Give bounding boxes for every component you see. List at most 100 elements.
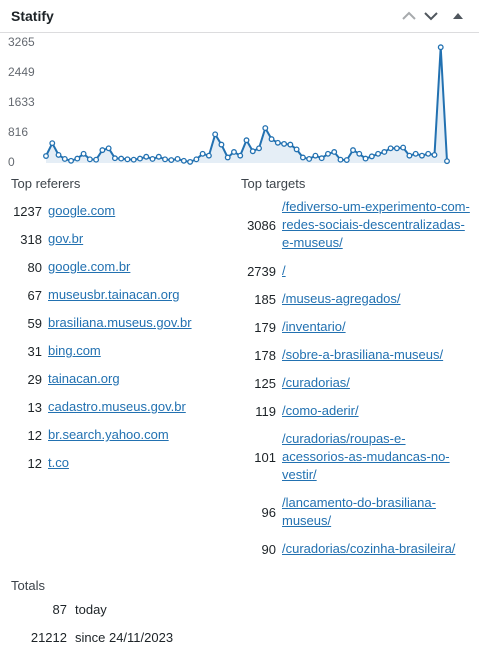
- link[interactable]: gov.br: [48, 231, 84, 246]
- link[interactable]: cadastro.museus.gov.br: [48, 399, 186, 414]
- list-row: 1237 google.com: [11, 197, 231, 225]
- point: [356, 150, 363, 157]
- link[interactable]: /sobre-a-brasiliana-museus/: [282, 347, 444, 362]
- point: [393, 145, 400, 152]
- count: 119: [255, 403, 276, 419]
- point: [306, 156, 313, 162]
- list-row: 125/curadorias/: [241, 369, 471, 397]
- point: [149, 156, 156, 162]
- point: [105, 145, 112, 152]
- list-row: 101/curadorias/roupas-e-acessorios-as-mu…: [241, 425, 471, 489]
- link[interactable]: bing.com: [48, 343, 101, 358]
- link[interactable]: br.search.yahoo.com: [48, 427, 169, 442]
- link[interactable]: /curadorias/roupas-e-acessorios-as-mudan…: [282, 431, 450, 482]
- list-row: 179/inventario/: [241, 313, 471, 341]
- link[interactable]: google.com: [48, 203, 116, 218]
- point: [162, 156, 168, 163]
- point: [387, 145, 394, 152]
- section-title: Top targets: [241, 176, 306, 191]
- list-row: 67 museusbr.tainacan.org: [11, 281, 231, 309]
- link[interactable]: museusbr.tainacan.org: [48, 287, 180, 302]
- list-row: 21212 since 24/11/2023: [11, 623, 311, 651]
- count: 13: [27, 399, 42, 415]
- link[interactable]: /museus-agregados/: [282, 291, 401, 306]
- count: 96: [261, 504, 276, 520]
- link[interactable]: tainacan.org: [48, 371, 120, 386]
- y-tick-label: 1633: [8, 95, 35, 109]
- y-tick-label: 3265: [8, 35, 35, 49]
- point: [312, 152, 319, 159]
- list-row: 178/sobre-a-brasiliana-museus/: [241, 341, 471, 369]
- point: [205, 152, 212, 159]
- link[interactable]: google.com.br: [48, 259, 131, 274]
- point: [331, 149, 338, 155]
- count: 59: [27, 315, 42, 331]
- count: 12: [27, 455, 42, 471]
- list-row: 96/lancamento-do-brasiliana-museus/: [241, 489, 471, 535]
- count: 1237: [13, 203, 42, 219]
- area: [46, 47, 447, 164]
- point: [168, 157, 175, 164]
- count: 80: [27, 259, 42, 275]
- list-row: 59 brasiliana.museus.gov.br: [11, 309, 231, 337]
- point: [425, 150, 432, 157]
- point: [293, 146, 300, 153]
- y-tick-label: 0: [8, 155, 15, 169]
- link[interactable]: /fediverso-um-experimento-com-redes-soci…: [282, 199, 470, 250]
- link[interactable]: t.co: [48, 455, 69, 470]
- point: [55, 151, 62, 158]
- list-row: 318 gov.br: [11, 225, 231, 253]
- widget-header: Statify: [0, 0, 479, 33]
- point: [256, 145, 262, 152]
- targets: Top targets 3086/fediverso-um-experimento…: [241, 176, 471, 563]
- section-title: Top referers: [11, 176, 81, 191]
- point: [86, 156, 93, 163]
- point: [350, 147, 356, 154]
- count: 29: [27, 371, 42, 387]
- count: 12: [27, 427, 42, 443]
- link[interactable]: /como-aderir/: [282, 403, 359, 418]
- count: 2739: [247, 263, 276, 279]
- link[interactable]: /curadorias/cozinha-brasileira/: [282, 541, 456, 556]
- list-row: 119/como-aderir/: [241, 397, 471, 425]
- count: 178: [254, 347, 276, 363]
- point: [187, 158, 194, 165]
- point: [74, 155, 81, 162]
- count: 101: [254, 449, 276, 465]
- count: 3086: [247, 217, 276, 233]
- point: [268, 136, 275, 143]
- point: [437, 44, 444, 51]
- list-row: 12 br.search.yahoo.com: [11, 421, 231, 449]
- count: 87: [52, 601, 67, 617]
- point: [61, 156, 68, 162]
- point: [130, 156, 137, 163]
- point: [274, 139, 281, 146]
- section-title: Totals: [11, 578, 45, 593]
- count: 125: [254, 375, 276, 391]
- referers: Top referers 1237 google.com 318 gov.br 80 goo…: [11, 176, 231, 477]
- point: [406, 152, 413, 159]
- point: [243, 137, 250, 144]
- point: [143, 153, 150, 160]
- label: since 24/11/2023: [75, 629, 174, 645]
- point: [93, 156, 100, 163]
- link[interactable]: /lancamento-do-brasiliana-museus/: [282, 495, 436, 528]
- chart: 0 816 1633 2449 3265: [8, 35, 450, 169]
- point: [137, 155, 143, 162]
- widget-title: Statify: [11, 8, 54, 24]
- point: [155, 153, 162, 160]
- point: [180, 157, 187, 164]
- point: [43, 153, 49, 159]
- link[interactable]: /: [282, 263, 286, 278]
- list-row: 29 tainacan.org: [11, 365, 231, 393]
- link[interactable]: /inventario/: [282, 319, 346, 334]
- link[interactable]: /curadorias/: [282, 375, 350, 390]
- list-row: 3086/fediverso-um-experimento-com-redes-…: [241, 193, 471, 257]
- point: [343, 157, 350, 164]
- widget-controls[interactable]: [401, 8, 471, 24]
- point: [68, 157, 75, 164]
- point: [124, 156, 131, 163]
- link[interactable]: brasiliana.museus.gov.br: [48, 315, 192, 330]
- y-tick-label: 816: [8, 125, 28, 139]
